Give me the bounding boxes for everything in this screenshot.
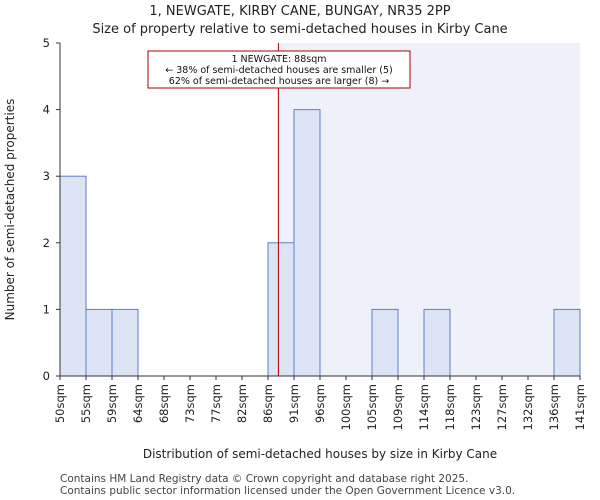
x-axis-label: Distribution of semi-detached houses by …	[143, 447, 497, 461]
bar-59sqm	[111, 308, 139, 377]
x-tick-label: 136sqm	[547, 384, 561, 430]
x-tick-label: 114sqm	[417, 384, 431, 430]
chart-title: 1, NEWGATE, KIRBY CANE, BUNGAY, NR35 2PP	[149, 4, 451, 19]
x-tick-label: 123sqm	[469, 384, 483, 430]
footer-licence: Contains public sector information licen…	[60, 485, 516, 497]
x-tick-label: 64sqm	[131, 384, 145, 423]
bar-105sqm	[371, 308, 399, 377]
chart-subtitle: Size of property relative to semi-detach…	[92, 22, 508, 37]
annotation-line-1: 1 NEWGATE: 88sqm	[231, 54, 326, 65]
y-axis-label: Number of semi-detached properties	[3, 99, 17, 321]
bar-55sqm	[85, 308, 113, 377]
x-tick-label: 86sqm	[261, 384, 275, 423]
x-tick-label: 118sqm	[443, 384, 457, 430]
x-tick-label: 82sqm	[235, 384, 249, 423]
x-tick-label: 55sqm	[79, 384, 93, 423]
footer-copyright: Contains HM Land Registry data © Crown c…	[60, 473, 469, 485]
annotation-box: 1 NEWGATE: 88sqm ← 38% of semi-detached …	[147, 50, 411, 89]
bar-91sqm	[293, 109, 321, 377]
x-tick-label: 105sqm	[365, 384, 379, 430]
x-tick-label: 73sqm	[183, 384, 197, 423]
bar-86sqm	[267, 242, 295, 377]
bar-114sqm	[423, 308, 451, 377]
x-tick-label: 68sqm	[157, 384, 171, 423]
y-tick-label: 4	[43, 103, 50, 117]
x-tick-label: 77sqm	[209, 384, 223, 423]
annotation-line-2: ← 38% of semi-detached houses are smalle…	[165, 65, 393, 76]
bar-chart: 0 1 2 3 4 5 50sqm 55sqm 59sqm 64sqm 68sqm 73sqm 77s…	[3, 36, 587, 461]
x-tick-label: 132sqm	[521, 384, 535, 430]
y-tick-label: 5	[43, 36, 50, 50]
bar-136sqm	[553, 308, 581, 377]
x-tick-label: 96sqm	[313, 384, 327, 423]
x-tick-label: 127sqm	[495, 384, 509, 430]
bar-50sqm	[59, 175, 87, 377]
y-tick-label: 3	[43, 169, 50, 183]
y-tick-label: 2	[43, 236, 50, 250]
y-tick-label: 1	[43, 302, 50, 316]
annotation-line-3: 62% of semi-detached houses are larger (…	[169, 76, 389, 87]
x-tick-label: 91sqm	[287, 384, 301, 423]
x-tick-label: 109sqm	[391, 384, 405, 430]
x-tick-label: 141sqm	[573, 384, 587, 430]
x-tick-label: 59sqm	[105, 384, 119, 423]
x-tick-label: 100sqm	[339, 384, 353, 430]
x-tick-label: 50sqm	[53, 384, 67, 423]
y-tick-label: 0	[43, 369, 50, 383]
